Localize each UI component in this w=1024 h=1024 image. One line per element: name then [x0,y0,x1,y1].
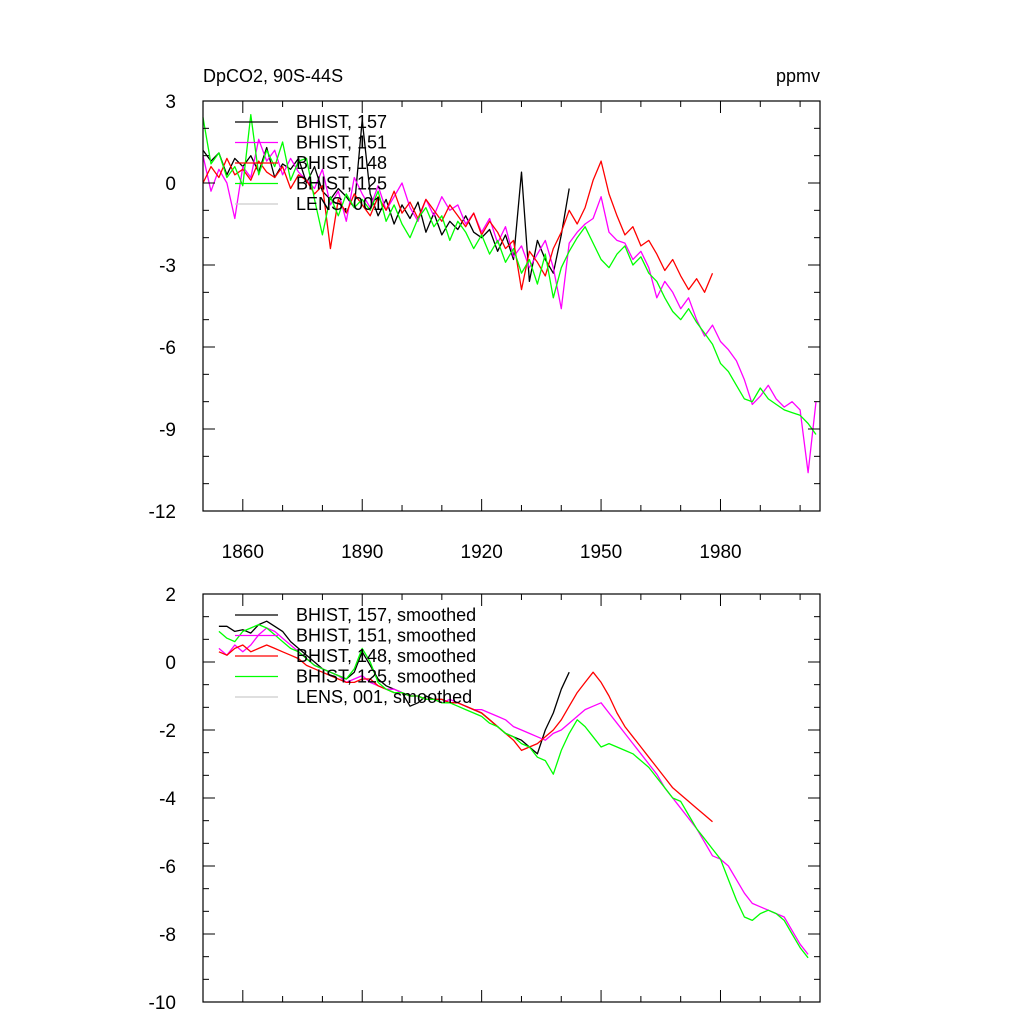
series-line-1 [202,138,817,474]
legend-label: LENS, 001, smoothed [296,687,472,707]
y-tick-label: -6 [159,857,176,878]
y-tick-label: -3 [159,256,176,277]
legend-label: BHIST, 157, smoothed [296,605,476,625]
y-tick-label: -10 [149,993,176,1014]
legend-label: LENS, 001 [296,194,383,214]
x-tick-label: 1890 [341,542,383,563]
x-tick-label: 1980 [699,542,741,563]
chart-title: DpCO2, 90S-44S [203,66,343,86]
x-tick-label: 1860 [222,542,264,563]
legend-label: BHIST, 157 [296,112,387,132]
plot-frame [202,100,821,512]
x-tick-label: 1950 [580,542,622,563]
series-line-3 [218,623,809,959]
top-panel: 3 0 -3 -6 -9 -12 1860 1890 1920 1950 1980 BHIST, 15… [149,92,821,563]
y-tick-label: -9 [159,420,176,441]
legend-label: BHIST, 151 [296,133,387,153]
y-tick-label: 2 [165,585,176,606]
legend-label: BHIST, 148 [296,153,387,173]
units-label: ppmv [776,66,820,86]
y-tick-label: 3 [165,92,176,113]
y-tick-label: 0 [165,653,176,674]
y-tick-label: -12 [149,502,176,523]
series-line-3 [202,114,817,435]
legend-label: BHIST, 125 [296,174,387,194]
x-tick-label: 1920 [461,542,503,563]
y-tick-label: -8 [159,925,176,946]
series-line-2 [202,157,714,293]
series-line-2 [218,644,713,823]
legend-label: BHIST, 125, smoothed [296,667,476,687]
y-tick-label: 0 [165,174,176,195]
y-tick-label: -4 [159,789,176,810]
y-tick-label: -6 [159,338,176,359]
y-tick-label: -2 [159,721,176,742]
legend-label: BHIST, 148, smoothed [296,646,476,666]
legend-label: BHIST, 151, smoothed [296,626,476,646]
